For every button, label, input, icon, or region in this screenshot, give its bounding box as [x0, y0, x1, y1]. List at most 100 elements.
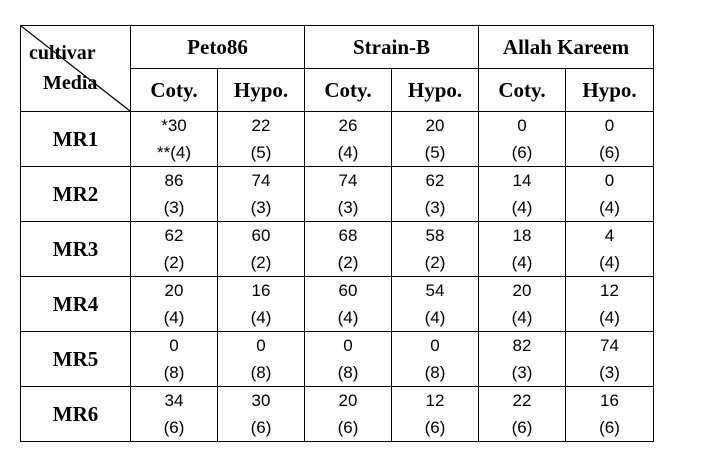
value-cell: 58 (2): [390, 221, 480, 277]
count-value: (4): [599, 308, 620, 327]
value-cell: 0 (4): [565, 166, 655, 222]
percent-value: 60: [251, 226, 271, 245]
percent-value: 74: [338, 171, 358, 190]
percent-value: 0: [604, 171, 615, 190]
table-row: MR2 86 (3) 74 (3) 74 (3) 62 (3) 14 (4) 0 (4): [20, 166, 655, 222]
table-body: MR1 *30 **(4) 22 (5) 26 (4) 20 (5) 0 (6) 0 (6) MR2 86(…: [20, 111, 655, 442]
count-value: (2): [337, 253, 359, 272]
percent-value: 74: [600, 336, 619, 355]
count-value: (6): [250, 418, 272, 437]
media-label: Media: [43, 72, 98, 94]
value-cell: 60 (2): [217, 221, 305, 277]
value-cell: 54 (4): [390, 276, 480, 332]
percent-value: 60: [338, 281, 358, 300]
cultivar-header-strain-b: Strain-B: [303, 25, 480, 69]
count-value: (2): [163, 253, 185, 272]
percent-value: 62: [425, 171, 445, 190]
corner-header-cell: cultivar Media: [20, 25, 131, 112]
count-value: (6): [599, 418, 620, 437]
count-value: (8): [250, 363, 272, 382]
value-cell: 62 (3): [390, 166, 480, 222]
percent-value: 16: [251, 281, 271, 300]
value-cell: 16 (6): [565, 386, 655, 442]
table-row: MR6 34 (6) 30 (6) 20 (6) 12 (6) 22 (6) 16 (6): [20, 386, 655, 442]
count-value: (6): [511, 418, 533, 437]
count-value: (6): [337, 418, 359, 437]
value-cell: 18 (4): [478, 221, 567, 277]
value-cell: 16 (4): [217, 276, 305, 332]
value-cell: 74 (3): [217, 166, 305, 222]
count-value: (3): [337, 198, 359, 217]
percent-value: *30: [161, 116, 187, 135]
count-value: (4): [337, 308, 359, 327]
value-cell: 60 (4): [304, 276, 392, 332]
count-value: (2): [250, 253, 272, 272]
count-value: (4): [163, 308, 185, 327]
value-cell: 0 (8): [390, 331, 480, 387]
percent-value: 0: [430, 336, 440, 355]
percent-value: 18: [512, 226, 532, 245]
value-cell: 86 (3): [130, 166, 218, 222]
table-row: MR3 62 (2) 60 (2) 68 (2) 58 (2) 18 (4) 4 (4): [20, 221, 655, 277]
percent-value: 30: [251, 391, 271, 410]
percent-value: 82: [512, 336, 532, 355]
count-value: (4): [511, 253, 533, 272]
count-value: (4): [599, 253, 620, 272]
count-value: (4): [511, 308, 533, 327]
count-value: (3): [599, 363, 620, 382]
value-cell: 0 (6): [565, 111, 655, 167]
percent-value: 0: [604, 116, 615, 135]
cultivar-label: cultivar: [29, 42, 96, 64]
percent-value: 20: [338, 391, 358, 410]
count-value: (3): [163, 198, 185, 217]
count-value: (3): [250, 198, 272, 217]
value-cell: 22 (5): [217, 111, 305, 167]
count-value: (3): [511, 363, 533, 382]
value-cell: 0 (8): [130, 331, 218, 387]
count-value: (6): [424, 418, 446, 437]
value-cell: 0 (8): [217, 331, 305, 387]
value-cell: 12 (6): [390, 386, 480, 442]
table-row: MR1 *30 **(4) 22 (5) 26 (4) 20 (5) 0 (6) 0 (6): [20, 111, 655, 167]
cultivar-header-allah-kareem: Allah Kareem: [478, 25, 655, 69]
percent-value: 58: [425, 226, 445, 245]
media-cell: MR2: [20, 166, 131, 222]
value-cell: 20 (4): [130, 276, 218, 332]
data-table: cultivar Media Peto86 Strain-B Allah Kar…: [20, 25, 655, 442]
percent-value: 20: [512, 281, 532, 300]
percent-value: 68: [338, 226, 358, 245]
value-cell: 68 (2): [304, 221, 392, 277]
value-cell: 4 (4): [565, 221, 655, 277]
count-value: (6): [599, 143, 620, 162]
subheader-hypo: Hypo.: [565, 68, 655, 112]
count-value: (4): [424, 308, 446, 327]
percent-value: 22: [251, 116, 271, 135]
media-cell: MR3: [20, 221, 131, 277]
count-value: (2): [424, 253, 446, 272]
count-value: (4): [511, 198, 533, 217]
subheader-coty: Coty.: [130, 68, 218, 112]
count-value: (8): [163, 363, 185, 382]
percent-value: 74: [251, 171, 271, 190]
percent-value: 22: [512, 391, 532, 410]
value-cell: 34 (6): [130, 386, 218, 442]
count-value: (5): [250, 143, 272, 162]
count-value: (3): [424, 198, 446, 217]
percent-value: 0: [256, 336, 266, 355]
count-value: (4): [250, 308, 272, 327]
value-cell: 20 (6): [304, 386, 392, 442]
value-cell: 14 (4): [478, 166, 567, 222]
percent-value: 14: [512, 171, 532, 190]
value-cell: *30 **(4): [130, 111, 218, 167]
media-cell: MR4: [20, 276, 131, 332]
percent-value: 12: [425, 391, 445, 410]
count-value: **(4): [156, 143, 191, 162]
percent-value: 54: [425, 281, 445, 300]
percent-value: 20: [425, 116, 445, 135]
count-value: (8): [337, 363, 359, 382]
value-cell: 74 (3): [565, 331, 655, 387]
subheader-coty: Coty.: [478, 68, 567, 112]
percent-value: 4: [604, 226, 615, 245]
value-cell: 30 (6): [217, 386, 305, 442]
table-row: MR5 0 (8) 0 (8) 0 (8) 0 (8) 82 (3) 74 (3): [20, 331, 655, 387]
